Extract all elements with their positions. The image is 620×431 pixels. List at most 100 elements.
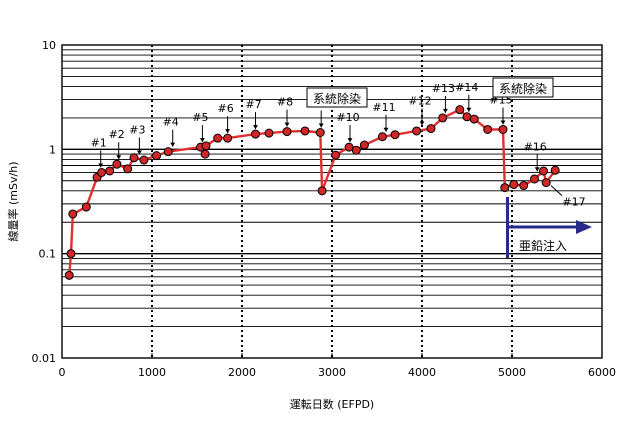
annotation-arrowhead bbox=[199, 138, 205, 143]
annotation-arrowhead bbox=[170, 142, 176, 147]
data-point bbox=[105, 166, 115, 176]
annotation-label: #16 bbox=[524, 140, 547, 153]
data-point bbox=[331, 150, 341, 160]
y-tick-label: 10 bbox=[42, 39, 56, 52]
annotation-arrowhead bbox=[419, 121, 425, 126]
x-axis-title: 運転日数 (EFPD) bbox=[290, 398, 374, 411]
data-point bbox=[455, 105, 465, 115]
data-point bbox=[264, 128, 274, 138]
data-point bbox=[66, 249, 76, 259]
annotation-arrowhead bbox=[442, 108, 448, 113]
data-point bbox=[438, 113, 448, 123]
annotation-arrowhead bbox=[500, 120, 506, 125]
annotation-arrowhead bbox=[136, 150, 142, 155]
data-point bbox=[129, 153, 139, 163]
data-point bbox=[163, 147, 173, 157]
data-point bbox=[377, 132, 387, 142]
annotation-label: #7 bbox=[245, 98, 261, 111]
decon-box bbox=[306, 87, 368, 108]
annotation-arrowhead bbox=[318, 123, 324, 128]
annotation-arrowhead bbox=[383, 127, 389, 132]
x-tick-label: 6000 bbox=[588, 366, 616, 379]
data-point bbox=[359, 140, 369, 150]
y-axis-title: 線量率 (mSv/h) bbox=[6, 162, 20, 242]
data-point bbox=[223, 133, 233, 143]
annotation-label: #3 bbox=[129, 123, 145, 136]
zinc-injection-arrow: 亜鉛注入 bbox=[506, 197, 592, 258]
data-point bbox=[509, 180, 519, 190]
annotation-label: #14 bbox=[455, 81, 478, 94]
data-point bbox=[519, 181, 529, 191]
data-point bbox=[300, 126, 310, 136]
data-point bbox=[550, 165, 560, 175]
data-point bbox=[123, 164, 133, 174]
annotation-arrowhead bbox=[347, 138, 353, 143]
annotation-arrowhead bbox=[116, 155, 122, 160]
annotation-label: #10 bbox=[336, 111, 359, 124]
decon-box-label: 系統除染 bbox=[313, 91, 361, 106]
annotation-arrowhead bbox=[534, 167, 540, 172]
annotation-arrowhead bbox=[225, 129, 231, 134]
data-point bbox=[97, 167, 107, 177]
x-tick-label: 4000 bbox=[408, 366, 436, 379]
data-point bbox=[201, 141, 211, 151]
data-point bbox=[539, 166, 548, 176]
data-point bbox=[500, 183, 510, 193]
series-markers bbox=[64, 105, 560, 280]
annotation-label: #11 bbox=[372, 101, 395, 114]
x-tick-labels: 0 1000 2000 3000 4000 5000 6000 bbox=[59, 353, 616, 379]
annotation-label: #17 bbox=[562, 196, 585, 209]
annotation-label: #6 bbox=[217, 102, 233, 115]
y-tick-labels: 0.01 0.1 1 10 bbox=[32, 39, 57, 365]
data-point bbox=[64, 270, 74, 280]
data-point bbox=[213, 133, 223, 143]
data-point bbox=[390, 130, 400, 140]
data-point bbox=[351, 145, 361, 155]
y-tick-label: 0.01 bbox=[32, 352, 57, 365]
data-point bbox=[317, 186, 327, 196]
data-point bbox=[541, 178, 551, 188]
data-point bbox=[530, 174, 539, 184]
data-point bbox=[282, 127, 292, 137]
data-point bbox=[315, 127, 325, 137]
data-point bbox=[412, 126, 422, 136]
annotation-leader bbox=[550, 185, 563, 196]
annotation-label: #12 bbox=[408, 94, 431, 107]
vertical-dotted-lines bbox=[151, 45, 513, 358]
arrow-head bbox=[576, 220, 592, 234]
annotation-label: #4 bbox=[163, 116, 179, 129]
annotation-label: #2 bbox=[109, 128, 125, 141]
x-tick-label: 2000 bbox=[228, 366, 256, 379]
point-annotations: #1#2#3#4#5#6#7#8#9#10#11#12#13#14#15#16#… bbox=[91, 81, 586, 209]
data-point bbox=[251, 129, 260, 139]
x-tick-label: 3000 bbox=[318, 366, 346, 379]
data-point bbox=[469, 114, 479, 124]
annotation-label: #5 bbox=[192, 111, 208, 124]
data-point bbox=[426, 124, 436, 134]
data-point bbox=[139, 155, 149, 165]
annotation-arrowhead bbox=[98, 163, 104, 168]
x-tick-label: 5000 bbox=[498, 366, 526, 379]
data-point bbox=[152, 151, 161, 161]
annotation-arrowhead bbox=[466, 107, 472, 112]
annotation-label: #1 bbox=[91, 136, 107, 149]
annotation-label: #13 bbox=[432, 82, 455, 95]
arrow-label: 亜鉛注入 bbox=[519, 238, 567, 253]
data-point bbox=[68, 209, 78, 219]
x-tick-label: 0 bbox=[59, 366, 66, 379]
decon-box bbox=[492, 77, 554, 98]
y-tick-label: 1 bbox=[49, 143, 56, 156]
data-point bbox=[200, 149, 210, 159]
data-point bbox=[498, 124, 508, 134]
decon-box-label: 系統除染 bbox=[499, 81, 547, 96]
data-point bbox=[483, 124, 493, 134]
data-point bbox=[112, 159, 122, 169]
annotation-label: #8 bbox=[277, 96, 293, 109]
y-tick-label: 0.1 bbox=[39, 248, 57, 261]
annotation-arrowhead bbox=[284, 122, 290, 127]
annotation-arrowhead bbox=[253, 125, 258, 130]
data-point bbox=[81, 202, 91, 212]
